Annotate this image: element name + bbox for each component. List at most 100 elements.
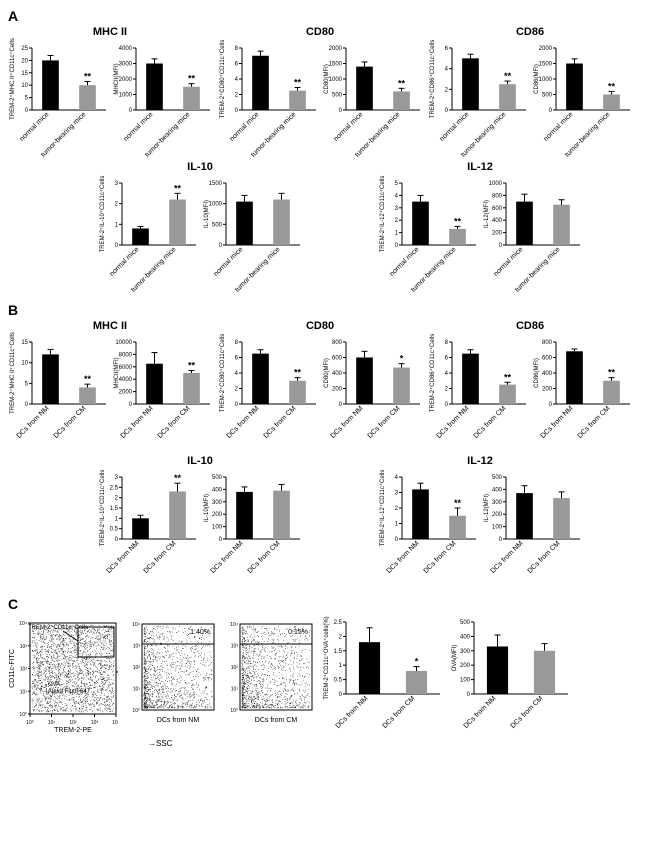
svg-text:5: 5: [395, 181, 399, 187]
svg-text:**: **: [84, 71, 92, 81]
bar-chart: 01000200030004000normal mice**tumor-bear…: [112, 40, 212, 155]
chart-group-title: IL-12: [467, 455, 493, 467]
svg-text:DCs from NM: DCs from NM: [106, 540, 141, 575]
svg-text:4: 4: [235, 371, 239, 377]
svg-text:**: **: [174, 183, 182, 193]
svg-text:3: 3: [115, 181, 119, 187]
svg-text:2000: 2000: [539, 46, 553, 52]
chart-group: CD86 02468DCs from NM**DCs from CMTREM-2⁺…: [428, 320, 632, 449]
bar-chart: 0200400600800DCs from NM*DCs from CMCD80…: [322, 334, 422, 449]
svg-text:DCs from CM: DCs from CM: [367, 405, 402, 440]
svg-text:0: 0: [235, 108, 239, 114]
svg-text:10³: 10³: [91, 720, 99, 726]
svg-text:100: 100: [212, 525, 223, 531]
svg-text:**: **: [454, 216, 462, 226]
svg-text:**: **: [398, 78, 406, 88]
chart-group: IL-100123normal mice**tumor-bearing mice…: [98, 161, 302, 290]
svg-text:5: 5: [25, 96, 29, 102]
svg-text:DCs from NM: DCs from NM: [16, 405, 51, 440]
svg-text:10²: 10²: [133, 665, 141, 671]
svg-text:**: **: [84, 374, 92, 384]
chart-group-title: MHC II: [93, 26, 127, 38]
svg-text:4000: 4000: [119, 46, 133, 52]
svg-text:IL-10(MFI): IL-10(MFI): [204, 494, 210, 522]
svg-text:800: 800: [492, 193, 503, 199]
svg-text:4: 4: [395, 193, 399, 199]
svg-text:10000: 10000: [115, 340, 132, 346]
svg-text:normal mice: normal mice: [109, 246, 141, 278]
svg-text:TREM-2⁺IL-12⁺CD11c⁺Cells: TREM-2⁺IL-12⁺CD11c⁺Cells: [379, 470, 386, 547]
ova-scatter: 1.40%10⁰10¹10²10³10⁴DCs from NM: [126, 622, 216, 734]
chart-group-title: CD86: [516, 320, 544, 332]
section-label-A: A: [8, 8, 642, 24]
svg-text:10: 10: [21, 361, 28, 367]
svg-text:DCs from CM: DCs from CM: [527, 540, 562, 575]
bar-chart: 0500100015002000normal mice**tumor-beari…: [532, 40, 632, 155]
svg-text:CD80(MFI): CD80(MFI): [324, 64, 330, 94]
chart-group: IL-1000.511.522.53DCs from NM**DCs from …: [98, 455, 302, 584]
svg-text:400: 400: [542, 371, 553, 377]
svg-text:200: 200: [332, 387, 343, 393]
svg-text:2: 2: [395, 218, 399, 224]
svg-text:1000: 1000: [489, 181, 503, 187]
svg-text:2: 2: [445, 87, 449, 93]
svg-text:TREM-2⁺CD80⁺CD11c⁺Cells: TREM-2⁺CD80⁺CD11c⁺Cells: [219, 334, 226, 412]
svg-text:0: 0: [25, 108, 29, 114]
svg-text:**: **: [454, 498, 462, 508]
svg-text:normal mice: normal mice: [543, 111, 575, 143]
svg-text:10⁴: 10⁴: [112, 720, 118, 726]
svg-text:10⁰: 10⁰: [19, 712, 27, 718]
svg-text:400: 400: [492, 487, 503, 493]
gate-scatter: TREM-2⁺CD11c⁺CellsOVA-Alexa Fluor 64710⁰…: [8, 621, 118, 734]
svg-text:800: 800: [542, 340, 553, 346]
svg-text:0: 0: [219, 537, 223, 543]
svg-text:2000: 2000: [329, 46, 343, 52]
svg-text:400: 400: [332, 371, 343, 377]
svg-text:1500: 1500: [329, 62, 343, 68]
svg-text:500: 500: [542, 93, 553, 99]
svg-text:10⁰: 10⁰: [132, 708, 140, 714]
svg-text:0: 0: [339, 402, 343, 408]
svg-text:DCs from CM: DCs from CM: [473, 405, 508, 440]
svg-text:600: 600: [492, 206, 503, 212]
chart-group: CD860246normal mice**tumor-bearing miceT…: [428, 26, 632, 155]
svg-text:**: **: [188, 361, 196, 371]
svg-text:6: 6: [445, 46, 449, 52]
svg-text:2.5: 2.5: [110, 485, 119, 491]
svg-text:1: 1: [395, 522, 399, 528]
svg-text:0: 0: [25, 402, 29, 408]
svg-text:IL-10(MFI): IL-10(MFI): [204, 200, 210, 228]
svg-text:2: 2: [115, 496, 119, 502]
svg-text:10²: 10²: [69, 720, 77, 726]
svg-text:DCs from CM: DCs from CM: [53, 405, 88, 440]
svg-text:8000: 8000: [119, 352, 133, 358]
svg-text:2000: 2000: [119, 77, 133, 83]
svg-text:3: 3: [115, 475, 119, 481]
svg-text:2: 2: [445, 387, 449, 393]
svg-text:200: 200: [542, 387, 553, 393]
chart-group: MHC II0510152025normal mice**tumor-beari…: [8, 26, 212, 155]
svg-text:300: 300: [212, 500, 223, 506]
svg-text:200: 200: [212, 512, 223, 518]
svg-text:1: 1: [395, 231, 399, 237]
svg-text:6: 6: [235, 356, 239, 362]
svg-text:0: 0: [129, 108, 133, 114]
svg-text:DCs from CM: DCs from CM: [263, 405, 298, 440]
svg-text:5: 5: [25, 381, 29, 387]
svg-text:normal mice: normal mice: [333, 111, 365, 143]
svg-text:TREM-2⁺CD80⁺CD11c⁺Cells: TREM-2⁺CD80⁺CD11c⁺Cells: [219, 40, 226, 118]
svg-text:TREM-2⁺IL-12⁺CD11c⁺Cells: TREM-2⁺IL-12⁺CD11c⁺Cells: [379, 176, 386, 253]
svg-text:DCs from NM: DCs from NM: [386, 540, 421, 575]
svg-text:DCs from CM: DCs from CM: [143, 540, 178, 575]
chart-group-title: IL-12: [467, 161, 493, 173]
bar-chart: 02468DCs from NM**DCs from CMTREM-2⁺CD86…: [428, 334, 528, 449]
svg-text:4000: 4000: [119, 377, 133, 383]
svg-text:500: 500: [492, 475, 503, 481]
svg-text:DCs from CM: DCs from CM: [577, 405, 612, 440]
svg-text:DCs from CM: DCs from CM: [423, 540, 458, 575]
svg-text:CD86(MFI): CD86(MFI): [534, 64, 540, 94]
svg-text:0: 0: [115, 243, 119, 249]
svg-text:normal mice: normal mice: [229, 111, 261, 143]
svg-text:3: 3: [395, 491, 399, 497]
bar-chart: 02468normal mice**tumor-bearing miceTREM…: [218, 40, 318, 155]
